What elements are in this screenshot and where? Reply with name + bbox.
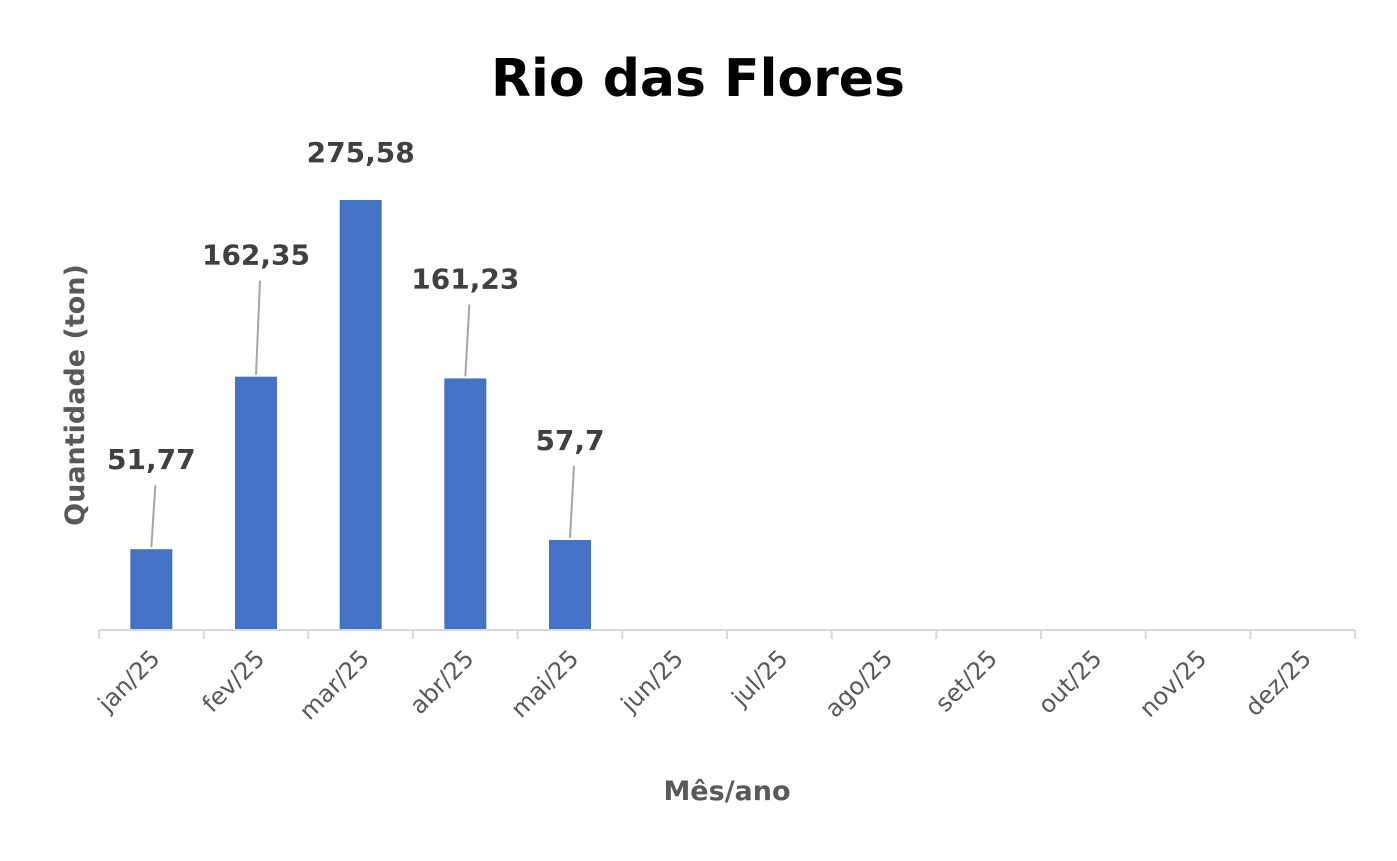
x-tick-label: mai/25	[505, 644, 584, 723]
bar	[235, 376, 277, 630]
x-tick-label: ago/25	[820, 644, 899, 723]
data-label: 161,23	[411, 262, 519, 295]
leader-line	[150, 485, 157, 548]
data-label: 162,35	[202, 239, 310, 272]
x-tick-label: nov/25	[1134, 644, 1212, 722]
x-axis-title: Mês/ano	[663, 776, 790, 807]
bar	[130, 549, 173, 630]
x-tick-label: dez/25	[1240, 644, 1317, 721]
data-labels: 51,77 162,35 275,58 161,23 57,7	[107, 136, 605, 476]
leader-line	[255, 280, 261, 375]
x-axis	[98, 629, 1356, 639]
x-tick-label: fev/25	[197, 644, 271, 718]
data-label: 57,7	[535, 424, 604, 457]
leader-line	[569, 465, 575, 539]
bars-group	[130, 200, 591, 630]
y-axis-title: Quantidade (ton)	[60, 264, 91, 526]
data-label: 51,77	[107, 443, 196, 476]
x-tick-label: abr/25	[404, 644, 479, 719]
data-label: 275,58	[307, 136, 415, 169]
x-tick-label: jan/25	[92, 644, 166, 718]
x-tick-label: jun/25	[615, 644, 689, 718]
x-tick-label: set/25	[930, 644, 1003, 717]
chart-title: Rio das Flores	[491, 49, 905, 109]
x-tick-labels: jan/25 fev/25 mar/25 abr/25 mai/25 jun/25 jul/…	[92, 644, 1317, 725]
bar	[339, 200, 382, 630]
bar	[444, 378, 487, 630]
x-tick-label: jul/25	[726, 644, 794, 712]
leader-line	[464, 304, 471, 377]
x-tick-label: mar/25	[294, 644, 375, 725]
x-tick-label: out/25	[1033, 644, 1108, 719]
leader-lines	[150, 280, 575, 548]
bar	[549, 539, 591, 630]
